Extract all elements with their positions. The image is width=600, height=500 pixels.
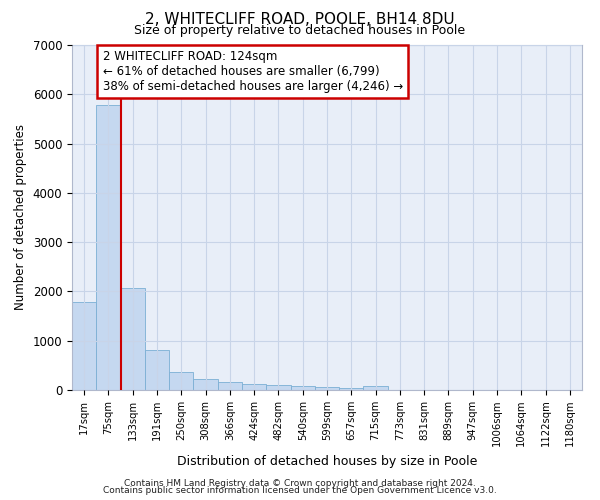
Bar [193,379,218,390]
Text: 2, WHITECLIFF ROAD, POOLE, BH14 8DU: 2, WHITECLIFF ROAD, POOLE, BH14 8DU [145,12,455,26]
Text: Size of property relative to detached houses in Poole: Size of property relative to detached ho… [134,24,466,37]
X-axis label: Distribution of detached houses by size in Poole: Distribution of detached houses by size … [177,455,477,468]
Bar [218,382,242,390]
Bar [96,105,121,390]
Bar [121,288,145,390]
Text: Contains public sector information licensed under the Open Government Licence v3: Contains public sector information licen… [103,486,497,495]
Y-axis label: Number of detached properties: Number of detached properties [14,124,27,310]
Text: 2 WHITECLIFF ROAD: 124sqm
← 61% of detached houses are smaller (6,799)
38% of se: 2 WHITECLIFF ROAD: 124sqm ← 61% of detac… [103,50,403,93]
Bar [145,350,169,390]
Bar [290,386,315,390]
Bar [266,385,290,390]
Bar [72,302,96,390]
Bar [242,384,266,390]
Bar [315,388,339,390]
Bar [364,386,388,390]
Bar [339,388,364,390]
Bar [169,372,193,390]
Text: Contains HM Land Registry data © Crown copyright and database right 2024.: Contains HM Land Registry data © Crown c… [124,478,476,488]
